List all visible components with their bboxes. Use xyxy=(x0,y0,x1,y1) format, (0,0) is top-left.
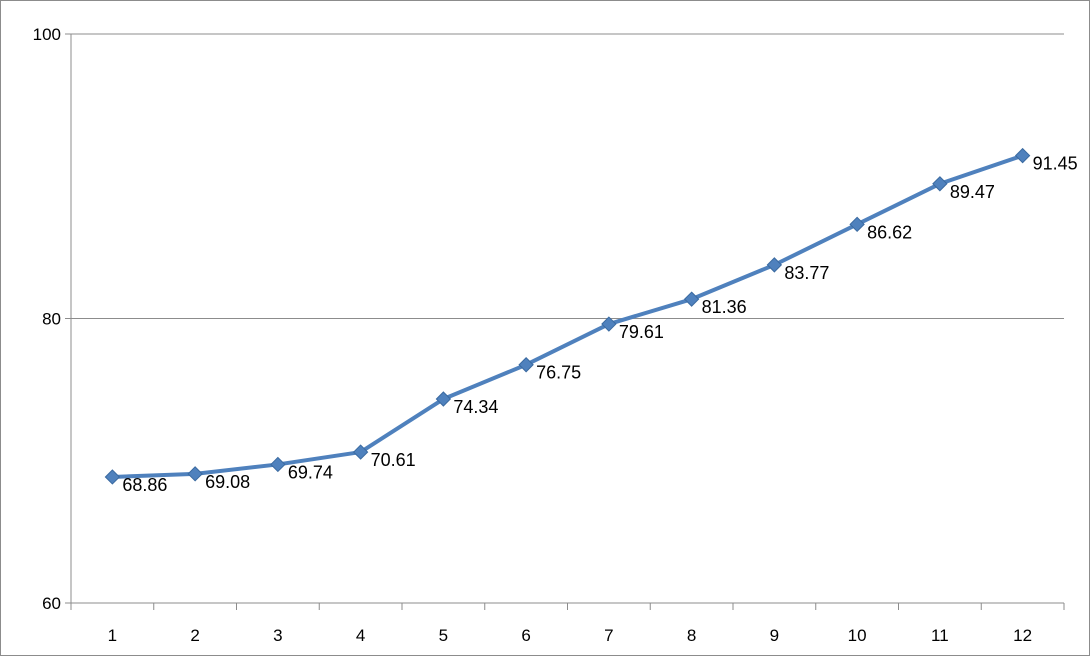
data-label: 91.45 xyxy=(1033,154,1078,174)
data-point-marker xyxy=(932,176,948,192)
x-tick-label: 4 xyxy=(356,626,365,645)
x-tick-label: 9 xyxy=(770,626,779,645)
data-label: 81.36 xyxy=(702,297,747,317)
series-line xyxy=(110,153,1025,479)
y-tick-label: 80 xyxy=(42,310,61,329)
data-point-marker xyxy=(352,444,369,460)
x-tick-label: 1 xyxy=(108,626,117,645)
data-label: 89.47 xyxy=(950,182,995,202)
data-point-marker xyxy=(601,316,617,332)
x-tick-label: 3 xyxy=(273,626,282,645)
series xyxy=(104,147,1031,485)
data-point-marker xyxy=(187,466,203,482)
data-point-marker xyxy=(849,216,865,233)
data-point-marker xyxy=(435,391,452,407)
data-label: 69.08 xyxy=(205,472,250,492)
data-label: 70.61 xyxy=(371,450,416,470)
x-tick-label: 5 xyxy=(439,626,448,645)
data-point-marker xyxy=(1014,147,1031,164)
data-labels: 68.86 69.08 69.74 70.61 74.34 76.75 79.61 81.36… xyxy=(122,154,1077,495)
gridlines xyxy=(71,33,1064,319)
x-tick-label: 11 xyxy=(931,626,949,645)
x-tick-label: 12 xyxy=(1013,626,1032,645)
data-label: 86.62 xyxy=(867,222,912,242)
x-tick-label: 2 xyxy=(190,626,199,645)
x-tick-label: 10 xyxy=(848,626,867,645)
y-tick-label: 100 xyxy=(33,25,61,44)
data-label: 68.86 xyxy=(122,475,167,495)
data-point-marker xyxy=(270,456,286,473)
data-point-marker xyxy=(766,257,783,273)
data-point-marker xyxy=(104,469,121,485)
x-tick-label: 7 xyxy=(604,626,613,645)
y-tick-label: 60 xyxy=(42,594,61,613)
data-label: 83.77 xyxy=(784,263,829,283)
data-point-marker xyxy=(683,291,700,307)
x-tick-label: 8 xyxy=(687,626,696,645)
data-label: 76.75 xyxy=(536,363,581,383)
data-label: 74.34 xyxy=(453,397,498,417)
data-label: 79.61 xyxy=(619,322,664,342)
x-tick-label: 6 xyxy=(521,626,530,645)
data-point-marker xyxy=(518,357,534,373)
data-label: 69.74 xyxy=(288,462,333,482)
